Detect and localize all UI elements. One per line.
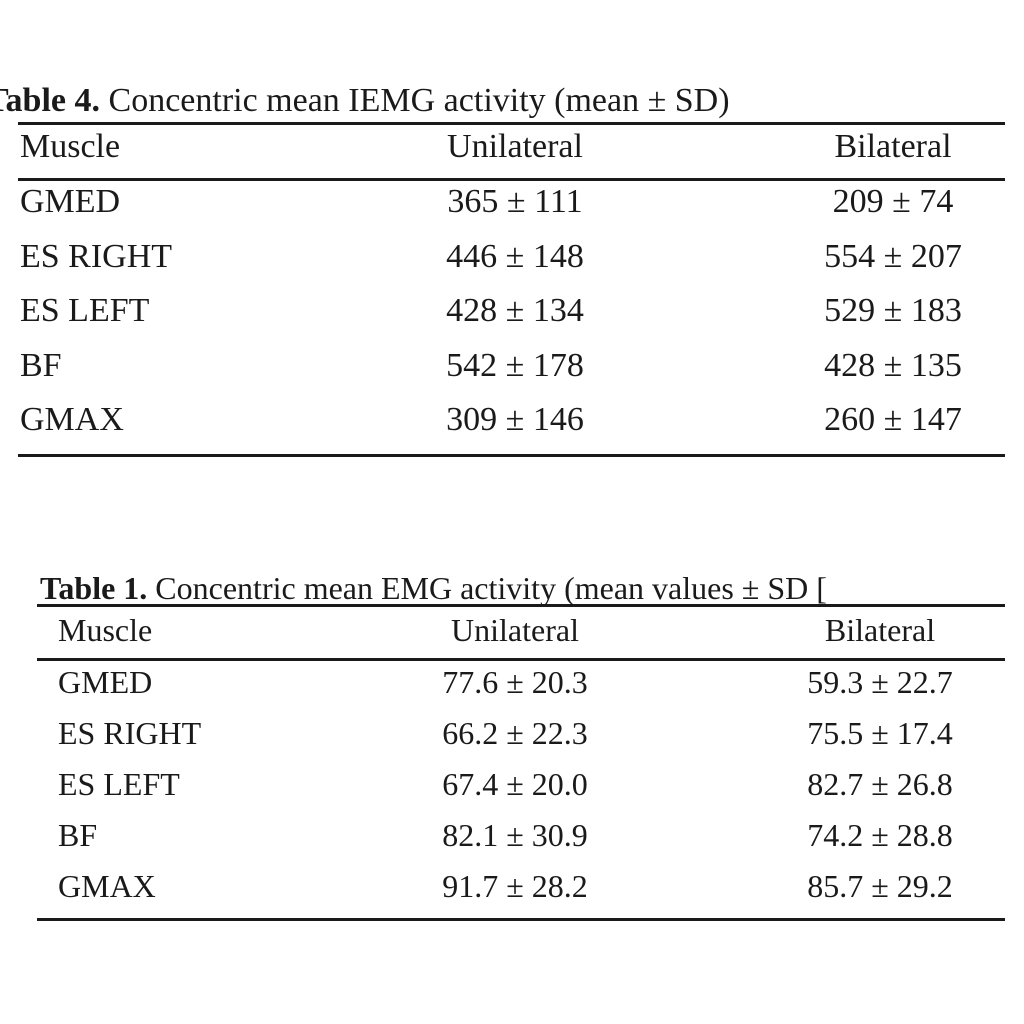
value-cell: 209 ± 74 (832, 183, 954, 220)
value-cell: 529 ± 183 (824, 292, 962, 329)
header-cell: Unilateral (447, 128, 583, 165)
table-rule (37, 658, 1005, 661)
muscle-cell: BF (20, 346, 62, 384)
table-rule (18, 122, 1005, 125)
table-rule (37, 918, 1005, 921)
value-cell: 59.3 ± 22.7 (807, 664, 953, 700)
value-cell: 446 ± 148 (446, 237, 584, 275)
muscle-cell: ES LEFT (20, 292, 150, 329)
value-cell: 82.1 ± 30.9 (442, 817, 588, 853)
value-cell: 67.4 ± 20.0 (442, 766, 588, 802)
caption-text: Concentric mean IEMG activity (mean ± SD… (108, 82, 730, 119)
value-cell: 66.2 ± 22.3 (442, 715, 588, 751)
value-cell: 309 ± 146 (446, 401, 584, 438)
header-cell: Bilateral (824, 612, 936, 648)
value-cell: 554 ± 207 (824, 237, 962, 275)
muscle-cell: ES LEFT (58, 766, 180, 802)
value-cell: 82.7 ± 26.8 (807, 766, 953, 802)
value-cell: 365 ± 111 (447, 183, 583, 220)
table-rule (18, 454, 1005, 457)
muscle-cell: BF (58, 817, 98, 853)
muscle-cell: ES RIGHT (20, 237, 173, 275)
table: Table 4. Concentric mean IEMG activity (… (0, 70, 1024, 464)
value-cell: 77.6 ± 20.3 (442, 664, 588, 700)
value-cell: 428 ± 135 (824, 346, 962, 384)
muscle-cell: GMED (20, 183, 121, 220)
table-rule (18, 178, 1005, 181)
value-cell: 428 ± 134 (446, 292, 584, 329)
muscle-cell: GMAX (58, 868, 156, 904)
muscle-cell: ES RIGHT (58, 715, 202, 751)
header-cell: Muscle (58, 612, 153, 648)
value-cell: 542 ± 178 (446, 346, 584, 384)
caption-text: Concentric mean EMG activity (mean value… (155, 570, 827, 606)
table-rule (37, 604, 1005, 607)
header-cell: Muscle (20, 128, 121, 165)
header-cell: Bilateral (834, 128, 952, 165)
value-cell: 75.5 ± 17.4 (807, 715, 953, 751)
value-cell: 91.7 ± 28.2 (442, 868, 588, 904)
caption: Table 1. Concentric mean EMG activity (m… (40, 570, 827, 607)
value-cell: 260 ± 147 (824, 401, 962, 438)
value-cell: 74.2 ± 28.8 (807, 817, 953, 853)
caption-label: Table 4. (0, 82, 101, 119)
caption-label: Table 1. (40, 570, 148, 606)
header-cell: Unilateral (451, 612, 579, 648)
muscle-cell: GMAX (20, 401, 124, 438)
table: Table 1. Concentric mean EMG activity (m… (0, 560, 1024, 928)
muscle-cell: GMED (58, 664, 153, 700)
value-cell: 85.7 ± 29.2 (807, 868, 953, 904)
caption: Table 4. Concentric mean IEMG activity (… (0, 82, 730, 120)
